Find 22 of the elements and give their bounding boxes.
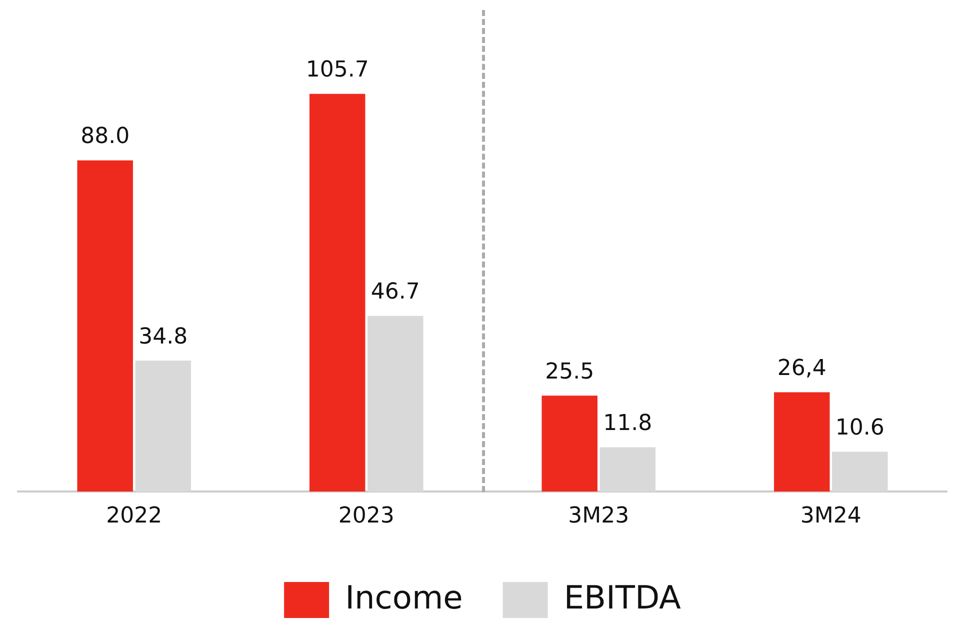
x-tick-label: 3M24: [800, 504, 862, 529]
data-label: 88.0: [80, 124, 130, 150]
x-tick-label: 2022: [106, 504, 162, 529]
bar: [368, 316, 424, 492]
data-label: 34.8: [138, 324, 188, 350]
data-label: 46.7: [370, 280, 420, 305]
bar: [832, 452, 888, 492]
bar: [77, 160, 133, 492]
data-label: 10.6: [835, 415, 884, 440]
legend-label: EBITDA: [564, 578, 682, 616]
data-label: 11.8: [603, 410, 652, 436]
data-label: 26,4: [777, 356, 826, 381]
bar: [309, 94, 366, 492]
bar: [774, 392, 830, 492]
data-label: 25.5: [545, 359, 594, 384]
x-tick-label: 3M23: [568, 504, 630, 529]
x-tick-label: 2023: [338, 504, 394, 529]
bar: [542, 396, 598, 492]
bar: [135, 360, 192, 492]
data-label: 105.7: [306, 58, 369, 83]
bar: [600, 447, 656, 492]
legend-label: Income: [345, 578, 463, 616]
